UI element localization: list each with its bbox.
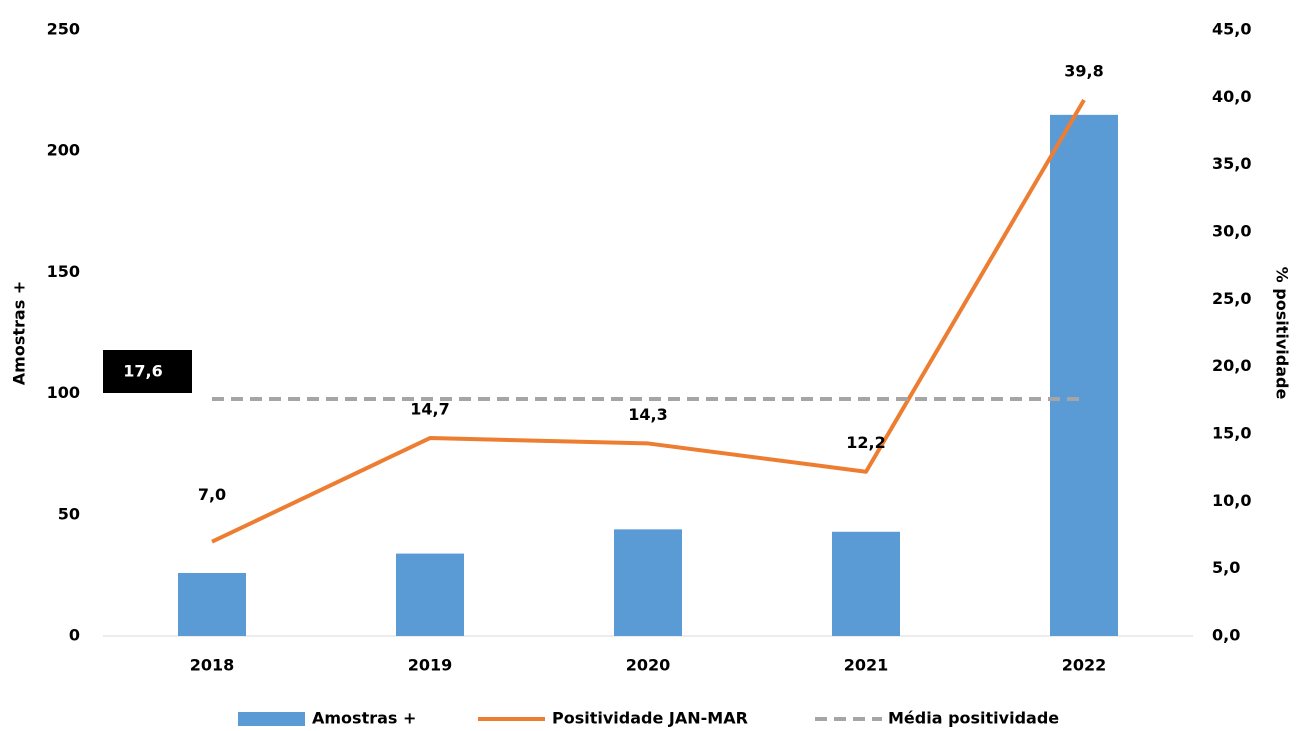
y-tick-label: 0 <box>69 626 80 645</box>
x-tick-label: 2020 <box>626 656 671 675</box>
legend-label: Positividade JAN-MAR <box>552 709 748 728</box>
y2-tick-label: 35,0 <box>1212 154 1251 173</box>
y-tick-label: 200 <box>47 141 80 160</box>
x-tick-label: 2022 <box>1062 656 1107 675</box>
y2-axis-title: % positividade <box>1273 267 1292 400</box>
mean-label: 17,6 <box>123 362 162 381</box>
data-label: 14,3 <box>628 405 667 424</box>
y2-tick-label: 15,0 <box>1212 424 1251 443</box>
y-tick-label: 250 <box>47 20 80 39</box>
bar <box>614 529 682 636</box>
y-tick-label: 50 <box>58 504 80 523</box>
y-axis-title: Amostras + <box>10 281 29 385</box>
x-tick-label: 2018 <box>190 656 235 675</box>
y2-tick-label: 0,0 <box>1212 626 1240 645</box>
y-tick-label: 150 <box>47 262 80 281</box>
legend-label: Amostras + <box>312 709 416 728</box>
y-tick-label: 100 <box>47 383 80 402</box>
legend-label: Média positividade <box>888 709 1059 728</box>
line <box>211 99 1086 544</box>
y2-tick-label: 30,0 <box>1212 222 1251 241</box>
legend-swatch <box>238 712 305 726</box>
y2-tick-label: 20,0 <box>1212 356 1251 375</box>
bar <box>396 553 464 636</box>
bar <box>832 531 900 636</box>
bar <box>178 572 246 636</box>
x-tick-label: 2021 <box>844 656 889 675</box>
data-label: 7,0 <box>198 485 226 504</box>
data-label: 14,7 <box>410 400 449 419</box>
data-label: 12,2 <box>846 433 885 452</box>
y2-tick-label: 45,0 <box>1212 20 1251 39</box>
data-label: 39,8 <box>1064 62 1103 81</box>
y2-tick-label: 25,0 <box>1212 289 1251 308</box>
x-tick-label: 2019 <box>408 656 453 675</box>
mean-label-box <box>103 350 192 393</box>
y2-tick-label: 40,0 <box>1212 87 1251 106</box>
bar <box>1050 114 1118 637</box>
y2-tick-label: 10,0 <box>1212 491 1251 510</box>
y2-tick-label: 5,0 <box>1212 558 1240 577</box>
